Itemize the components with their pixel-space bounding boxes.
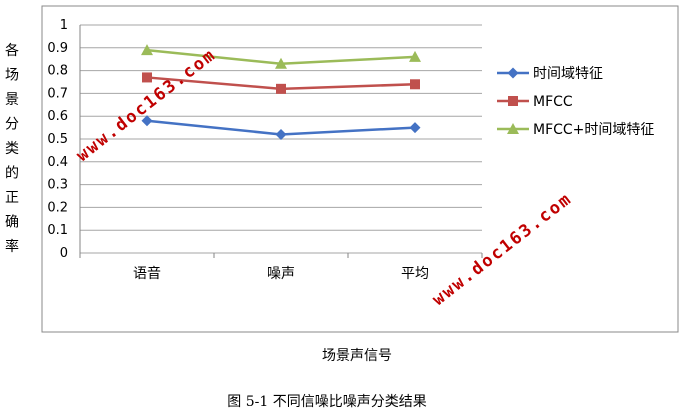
y-axis-ticks: 0 0.1 0.2 0.3 0.4 0.5 0.6 0.7 0.8 0.9 1 bbox=[47, 18, 68, 261]
data-point bbox=[409, 122, 421, 134]
y-tick-label: 0.4 bbox=[47, 155, 68, 170]
data-point bbox=[141, 44, 153, 56]
data-point bbox=[409, 50, 421, 62]
data-point bbox=[141, 115, 153, 127]
y-tick-label: 1 bbox=[60, 18, 68, 33]
series-group bbox=[141, 44, 421, 140]
data-point bbox=[410, 79, 420, 90]
y-axis-title: 各场景分类的正确率 bbox=[5, 43, 19, 255]
y-tick-label: 0.8 bbox=[47, 64, 68, 79]
y-tick-label: 0.1 bbox=[47, 223, 68, 238]
legend-marker bbox=[508, 96, 518, 106]
x-category-label: 噪声 bbox=[267, 266, 295, 282]
legend-label: MFCC bbox=[533, 94, 573, 110]
data-point bbox=[275, 128, 287, 140]
y-tick-label: 0.3 bbox=[47, 178, 68, 193]
x-category-label: 平均 bbox=[401, 266, 429, 282]
y-tick-label: 0 bbox=[60, 246, 68, 261]
legend-marker bbox=[507, 123, 519, 134]
data-point bbox=[275, 57, 287, 69]
data-point bbox=[276, 83, 286, 94]
legend-marker bbox=[507, 67, 519, 79]
y-tick-label: 0.5 bbox=[47, 132, 68, 147]
x-category-label: 语音 bbox=[133, 265, 161, 282]
chart-area-border bbox=[41, 5, 679, 333]
figure-caption: 图 5-1 不同信噪比噪声分类结果 bbox=[227, 394, 426, 410]
x-axis-title: 场景声信号 bbox=[322, 348, 392, 364]
y-tick-label: 0.7 bbox=[47, 86, 68, 101]
legend: 时间域特征 MFCC MFCC+时间域特征 bbox=[497, 66, 654, 138]
y-tick-label: 0.6 bbox=[47, 109, 68, 124]
y-tick-label: 0.9 bbox=[47, 41, 68, 56]
data-point bbox=[142, 72, 152, 83]
y-tick-label: 0.2 bbox=[47, 200, 68, 215]
legend-label: 时间域特征 bbox=[533, 66, 603, 82]
legend-label: MFCC+时间域特征 bbox=[533, 122, 654, 138]
x-axis-categories: 语音 噪声 平均 bbox=[133, 265, 429, 282]
